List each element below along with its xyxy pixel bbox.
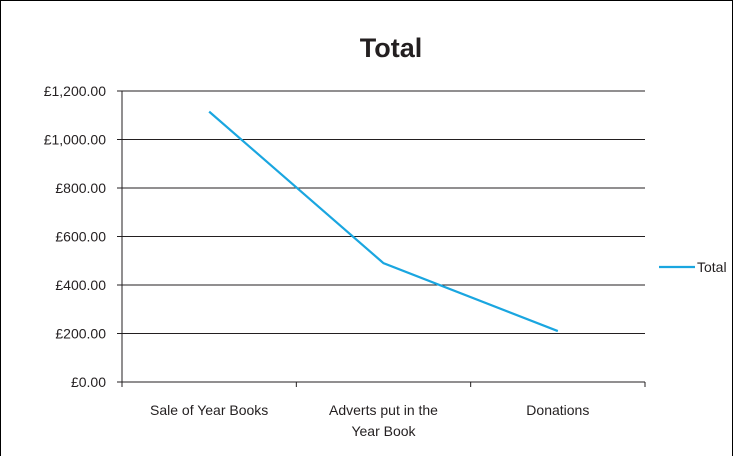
y-tick-label: £600.00 — [55, 229, 106, 245]
y-tick-label: £1,200.00 — [44, 83, 106, 99]
series-group — [208, 110, 559, 333]
gridlines — [122, 90, 645, 334]
x-tick-label: Sale of Year Books — [150, 402, 268, 418]
legend: Total — [659, 259, 727, 275]
x-tick-labels: Sale of Year Books Adverts put in the Year… — [150, 402, 589, 439]
x-tick-label: Adverts put in the Year Book — [329, 402, 438, 439]
y-tick-label: £400.00 — [55, 277, 106, 293]
y-tick-labels: £0.00 £200.00 £400.00 £600.00 £800.00 £1,000.… — [44, 83, 107, 390]
x-tick-label: Donations — [526, 402, 589, 418]
y-tick-label: £200.00 — [55, 326, 106, 342]
series-line-total — [208, 110, 559, 333]
y-tick-label: £1,000.00 — [44, 132, 106, 148]
y-tick-label: £800.00 — [55, 180, 106, 196]
legend-label: Total — [697, 259, 727, 275]
y-tick-label: £0.00 — [71, 374, 106, 390]
chart-title: Total — [360, 33, 423, 63]
axes — [117, 90, 646, 387]
